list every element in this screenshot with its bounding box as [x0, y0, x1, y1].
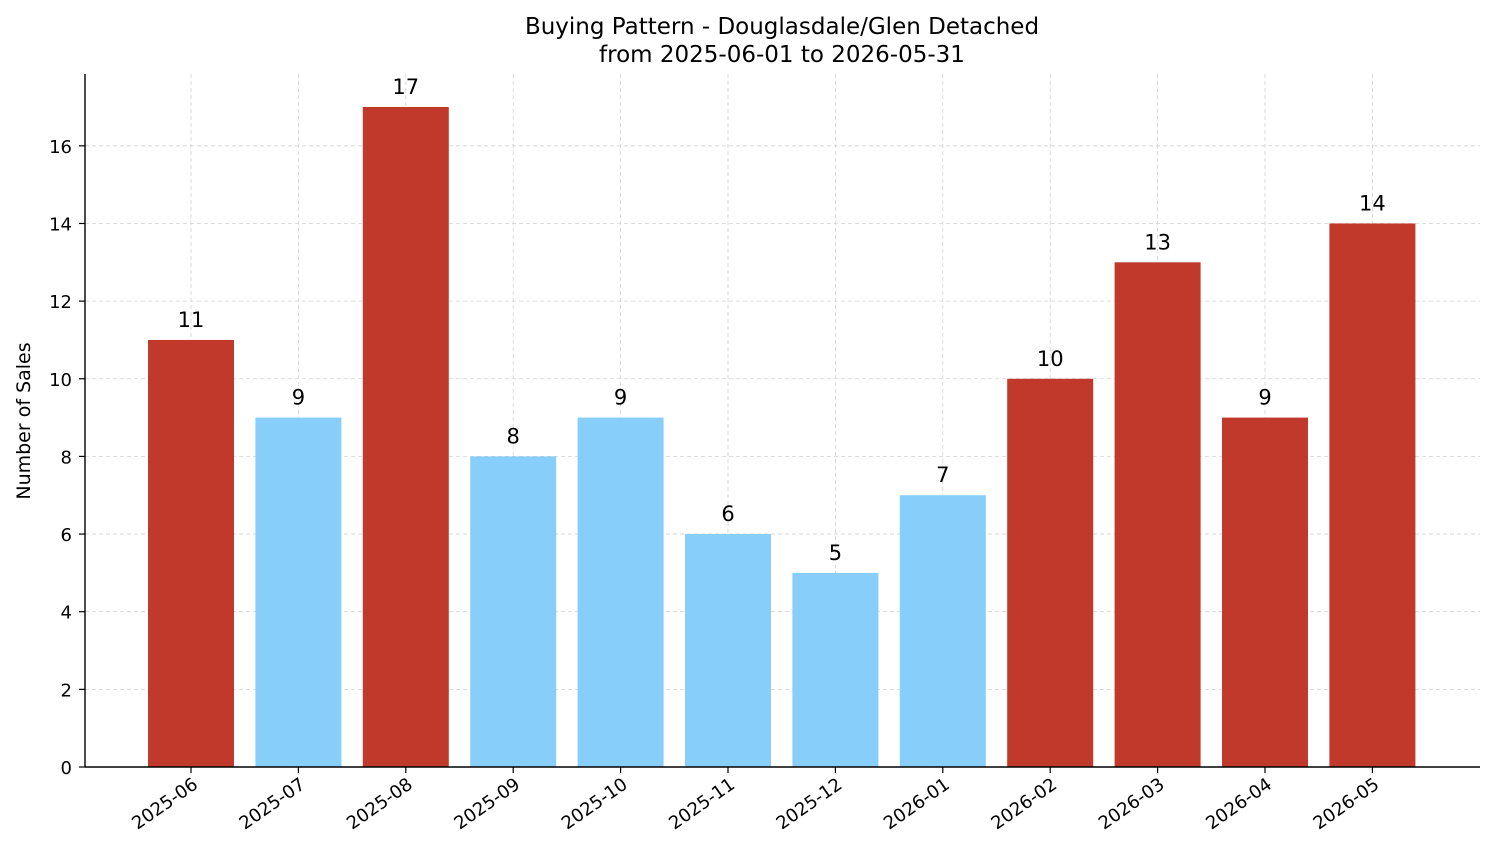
- bar: [148, 339, 234, 767]
- bar: [255, 417, 342, 767]
- y-axis-label: Number of Sales: [13, 342, 35, 499]
- x-tick-label: 2025-11: [665, 774, 739, 834]
- bar: [1114, 262, 1201, 767]
- x-tick-label: 2025-10: [558, 774, 632, 834]
- bar-value-label: 10: [1037, 347, 1064, 371]
- bar: [1007, 378, 1094, 767]
- y-tick-label: 14: [49, 214, 72, 235]
- bar-value-label: 17: [392, 75, 419, 99]
- y-tick-label: 0: [61, 758, 72, 779]
- x-tick-label: 2026-05: [1310, 774, 1384, 834]
- x-tick-label: 2025-08: [343, 774, 417, 834]
- bar: [685, 534, 771, 767]
- y-tick-label: 6: [61, 525, 72, 546]
- x-tick-label: 2025-07: [236, 774, 310, 834]
- bar-value-label: 9: [614, 386, 627, 410]
- y-tick-label: 2: [61, 680, 72, 701]
- bar: [470, 456, 557, 767]
- bar: [362, 107, 449, 767]
- y-tick-label: 12: [49, 292, 72, 313]
- chart-title: Buying Pattern - Douglasdale/Glen Detach…: [525, 14, 1039, 40]
- y-tick-label: 4: [61, 603, 72, 624]
- bar-value-label: 14: [1359, 191, 1386, 215]
- bar-value-label: 8: [507, 424, 520, 448]
- y-tick-label: 8: [61, 447, 72, 468]
- bar-value-label: 11: [178, 308, 205, 332]
- x-tick-label: 2025-06: [128, 774, 202, 834]
- bar-value-label: 6: [721, 502, 734, 526]
- bar: [899, 495, 986, 767]
- x-tick-label: 2025-09: [450, 774, 524, 834]
- y-tick-label: 10: [49, 370, 72, 391]
- bar: [577, 417, 664, 767]
- bar: [1329, 223, 1416, 767]
- x-tick-label: 2025-12: [773, 774, 847, 834]
- x-tick-label: 2026-01: [880, 774, 954, 834]
- x-tick-label: 2026-04: [1202, 774, 1276, 834]
- chart-subtitle: from 2025-06-01 to 2026-05-31: [599, 42, 965, 68]
- bar-value-label: 5: [829, 541, 842, 565]
- bar-value-label: 7: [936, 463, 949, 487]
- bar: [1222, 417, 1308, 767]
- x-tick-label: 2026-02: [987, 774, 1061, 834]
- bar-value-label: 9: [1258, 386, 1271, 410]
- bars: [148, 107, 1416, 767]
- x-tick-label: 2026-03: [1095, 774, 1169, 834]
- bar: [792, 572, 879, 767]
- axes: [79, 74, 1480, 773]
- bar-value-label: 13: [1144, 230, 1171, 254]
- bar-value-label: 9: [292, 386, 305, 410]
- y-tick-label: 16: [49, 137, 72, 158]
